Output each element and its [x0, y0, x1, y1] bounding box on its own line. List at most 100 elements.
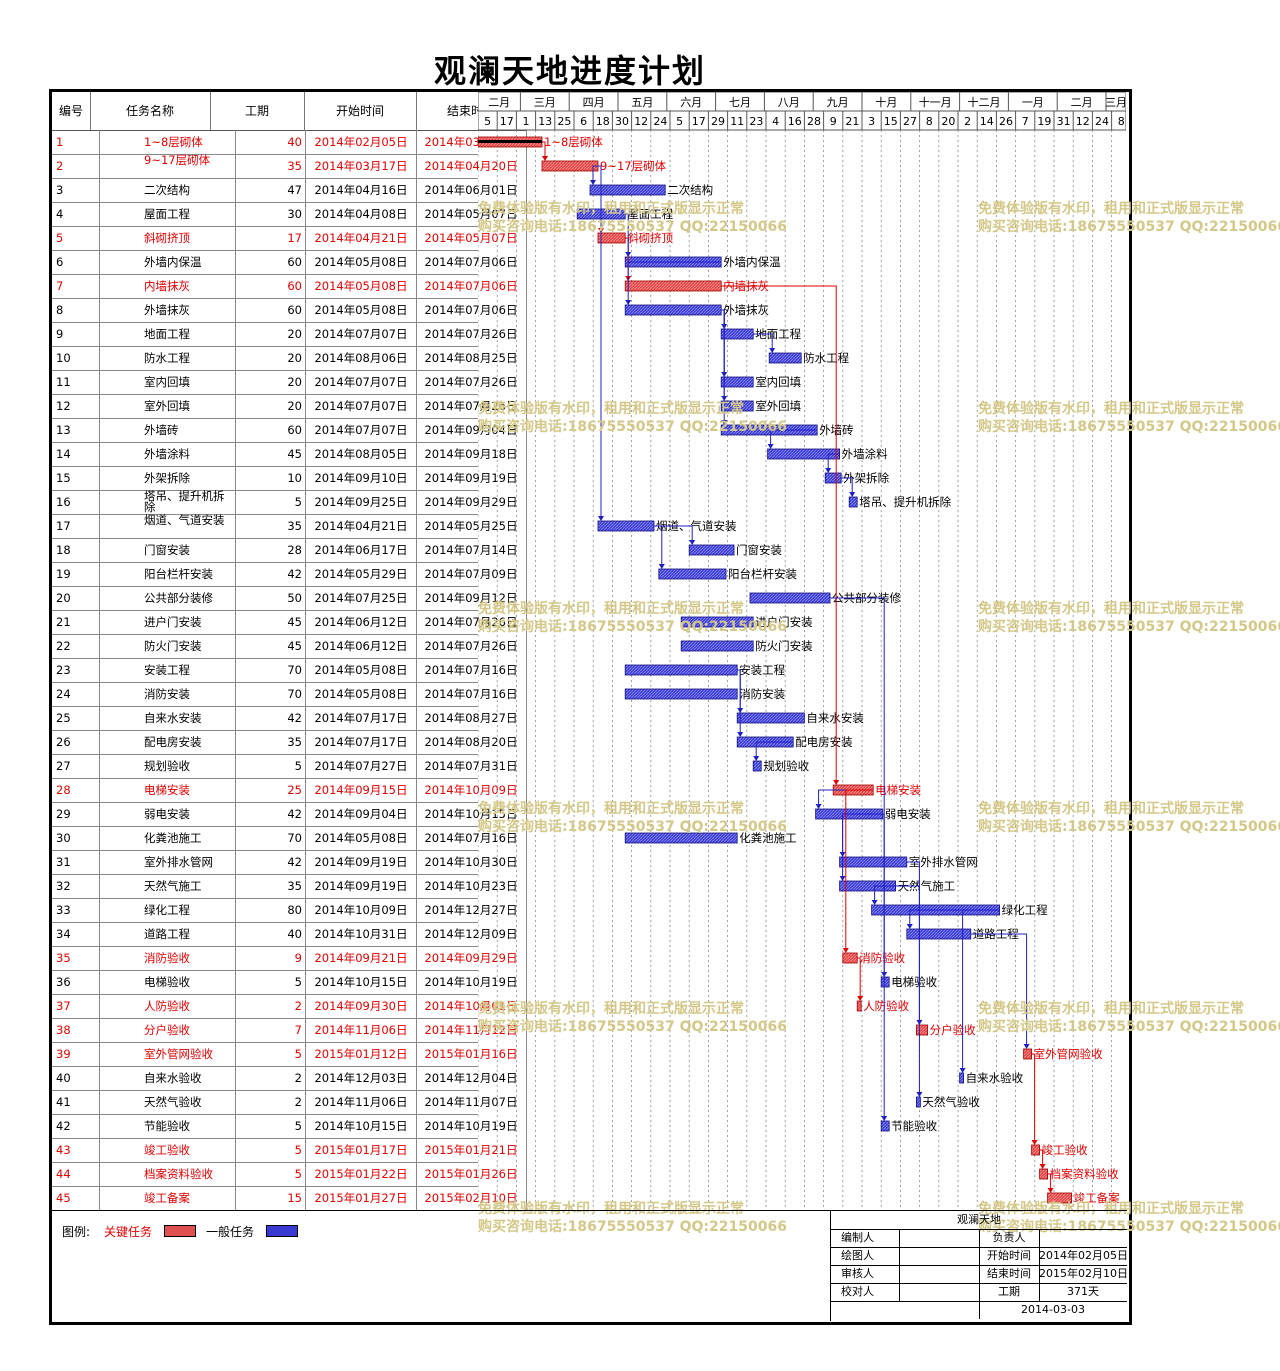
task-duration: 20 — [236, 322, 306, 346]
header-duration: 工期 — [210, 92, 305, 131]
dependency-link — [962, 909, 1000, 1072]
day-label: 1 — [523, 115, 530, 128]
task-start: 2014年07月07日 — [306, 370, 417, 394]
link-arrow — [658, 564, 665, 569]
dependency-link — [830, 597, 885, 976]
table-row: 28 电梯安装 25 2014年09月15日 2014年10月09日 — [52, 778, 527, 803]
gantt-bar — [959, 1072, 965, 1084]
task-no: 20 — [52, 586, 100, 610]
table-row: 3 二次结构 47 2014年04月16日 2014年06月01日 — [52, 178, 527, 203]
dependency-link — [770, 429, 818, 448]
task-name: 外墙砖 — [100, 418, 236, 442]
legend-normal-label: 一般任务 — [206, 1225, 255, 1239]
gantt-bar — [680, 616, 754, 628]
day-label: 29 — [711, 115, 725, 128]
gantt-bar — [768, 352, 802, 364]
table-row: 6 外墙内保温 60 2014年05月08日 2014年07月06日 — [52, 250, 527, 275]
bar-label: 防水工程 — [803, 351, 849, 365]
task-no: 5 — [52, 226, 100, 250]
info-value — [889, 1265, 980, 1283]
bar-label: 9~17层砌体 — [600, 159, 667, 173]
table-row: 33 绿化工程 80 2014年10月09日 2014年12月27日 — [52, 898, 527, 923]
table-row: 7 内墙抹灰 60 2014年05月08日 2014年07月06日 — [52, 274, 527, 299]
task-no: 14 — [52, 442, 100, 466]
dependency-link — [592, 165, 598, 184]
info-key: 负责人 — [979, 1229, 1040, 1247]
dependency-link — [627, 261, 722, 304]
task-start: 2014年10月15日 — [306, 1114, 417, 1138]
gantt-bar — [541, 160, 599, 172]
bar-label: 外墙内保温 — [723, 255, 781, 269]
table-row: 10 防水工程 20 2014年08月06日 2014年08月25日 — [52, 346, 527, 371]
table-row: 22 防火门安装 45 2014年06月12日 2014年07月26日 — [52, 634, 527, 659]
bar-label: 室内回填 — [755, 375, 801, 389]
task-end: 2014年07月26日 — [416, 394, 527, 418]
gantt-bar — [720, 376, 754, 388]
task-start: 2014年09月25日 — [306, 490, 417, 514]
task-no: 32 — [52, 874, 100, 898]
table-row: 20 公共部分装修 50 2014年07月25日 2014年09月12日 — [52, 586, 527, 611]
task-duration: 30 — [236, 202, 306, 226]
gantt-bar — [1031, 1144, 1040, 1156]
link-arrow — [542, 156, 548, 161]
day-label: 5 — [484, 115, 491, 128]
day-label: 26 — [999, 115, 1013, 128]
dependency-link — [845, 789, 874, 952]
task-name: 竣工备案 — [100, 1186, 236, 1210]
task-duration: 60 — [236, 418, 306, 442]
day-label: 23 — [749, 115, 763, 128]
task-duration: 10 — [236, 466, 306, 490]
month-label: 一月 — [1022, 96, 1044, 109]
bar-label: 室外回填 — [755, 399, 801, 413]
day-label: 14 — [980, 115, 994, 128]
task-end: 2014年11月12日 — [416, 1018, 527, 1042]
link-arrow — [598, 516, 604, 521]
dependency-link — [857, 957, 861, 1000]
gantt-bar — [848, 496, 858, 508]
dependency-link — [654, 525, 693, 544]
task-duration: 70 — [236, 658, 306, 682]
task-duration: 35 — [236, 514, 306, 538]
dependency-link — [654, 525, 663, 568]
task-name: 地面工程 — [100, 322, 236, 346]
task-end: 2014年12月09日 — [416, 922, 527, 946]
task-end: 2014年06月01日 — [416, 178, 527, 202]
link-arrow — [871, 900, 878, 905]
task-start: 2014年05月08日 — [306, 826, 417, 850]
info-project: 观澜天地 — [957, 1213, 1001, 1226]
task-name: 阳台栏杆安装 — [100, 562, 236, 586]
task-name: 室外回填 — [100, 394, 236, 418]
table-row: 41 天然气验收 2 2014年11月06日 2014年11月07日 — [52, 1090, 527, 1115]
gantt-bar — [1023, 1048, 1032, 1060]
gantt-bar — [688, 544, 735, 556]
info-value — [889, 1283, 980, 1301]
table-row: 18 门窗安装 28 2014年06月17日 2014年07月14日 — [52, 538, 527, 563]
bar-label: 地面工程 — [755, 327, 801, 341]
task-name: 1~8层砌体 — [100, 130, 236, 154]
task-end: 2014年08月20日 — [416, 730, 527, 754]
task-start: 2014年08月05日 — [306, 442, 417, 466]
legend-label: 图例: — [62, 1225, 91, 1239]
gantt-svg: 5 17 1 13 25 6 18 30 12 24 5 17 29 11 23 4 16 28 9 21 3 15 27 8… — [477, 91, 1127, 1209]
task-end: 2014年07月16日 — [416, 682, 527, 706]
day-label: 18 — [596, 115, 610, 128]
bar-label: 室外管网验收 — [1034, 1047, 1103, 1061]
table-row: 31 室外排水管网 42 2014年09月19日 2014年10月30日 — [52, 850, 527, 875]
day-label: 6 — [580, 115, 587, 128]
task-duration: 45 — [236, 610, 306, 634]
info-val: 371天 — [1067, 1285, 1099, 1298]
link-arrow — [842, 948, 849, 953]
task-no: 24 — [52, 682, 100, 706]
dependency-link — [721, 285, 837, 784]
task-no: 45 — [52, 1186, 100, 1210]
task-duration: 35 — [236, 874, 306, 898]
link-arrow — [839, 876, 846, 881]
task-start: 2014年09月19日 — [306, 874, 417, 898]
task-no: 25 — [52, 706, 100, 730]
task-end: 2014年12月27日 — [416, 898, 527, 922]
task-duration: 60 — [236, 250, 306, 274]
task-no: 41 — [52, 1090, 100, 1114]
task-start: 2014年07月07日 — [306, 322, 417, 346]
task-duration: 2 — [236, 1066, 306, 1090]
day-label: 3 — [868, 115, 875, 128]
